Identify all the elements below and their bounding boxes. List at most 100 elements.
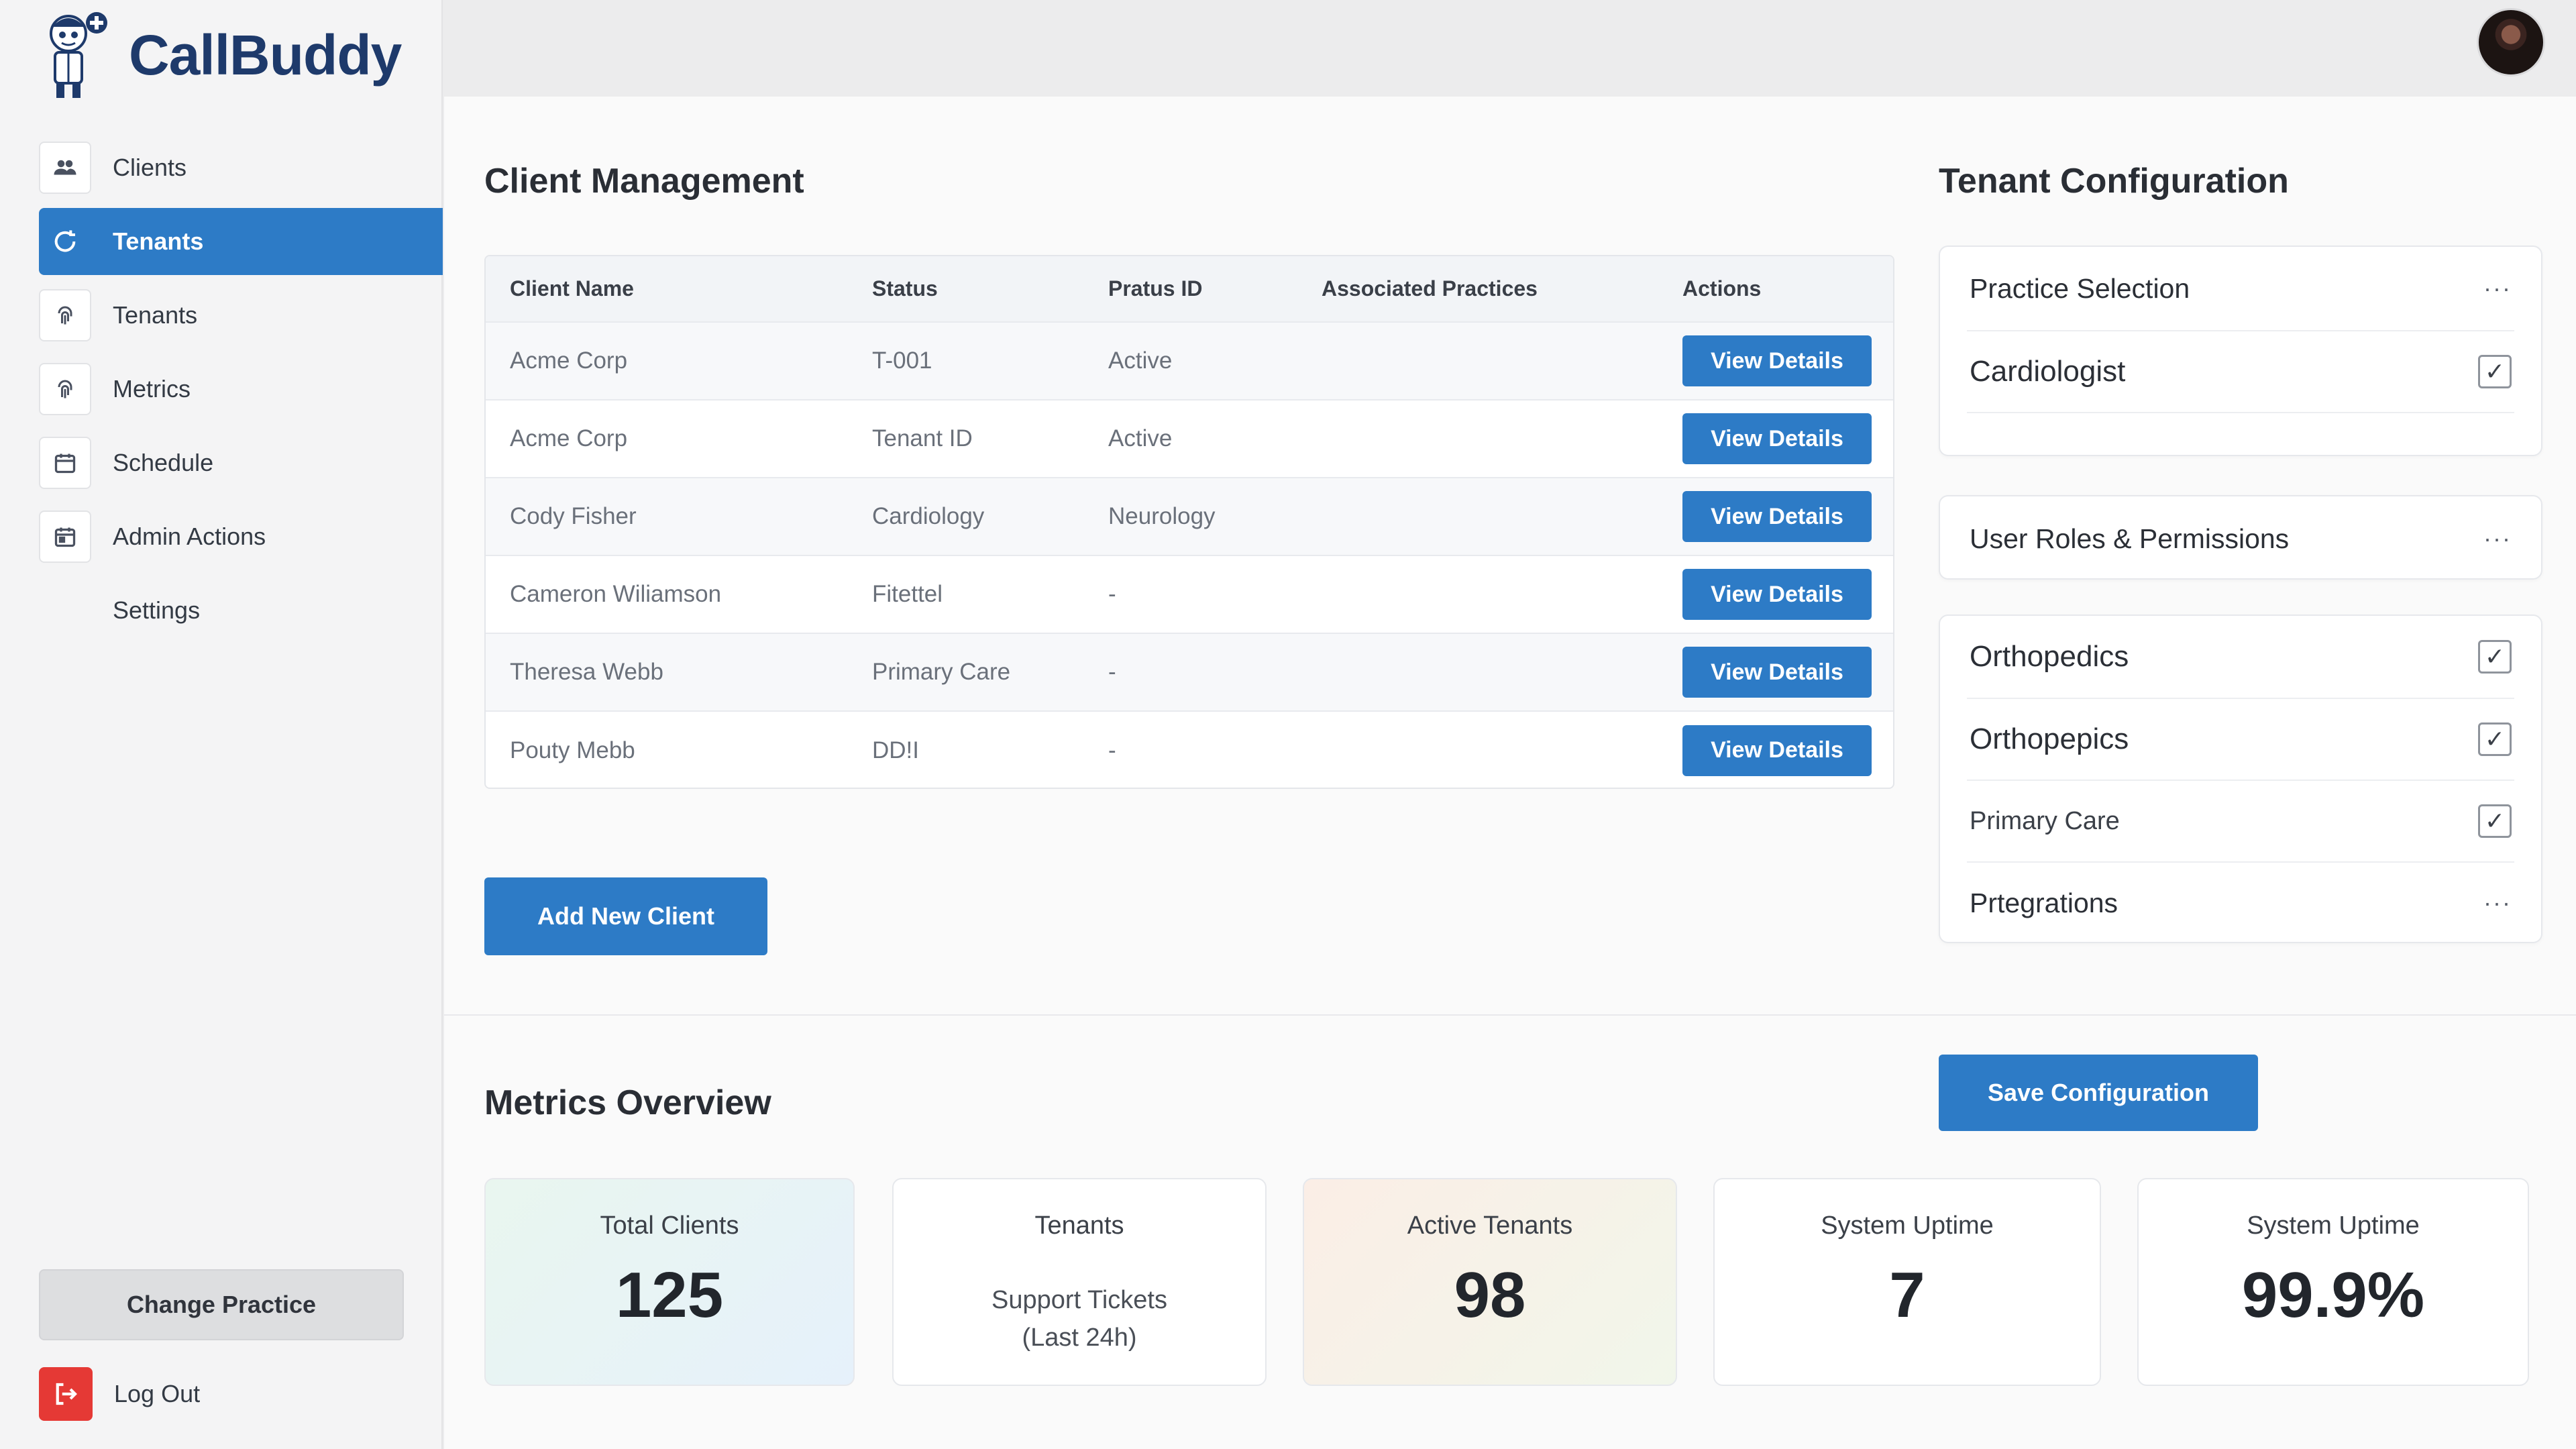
metric-title: System Uptime <box>1821 1212 1994 1240</box>
practice-option-row[interactable]: Orthopedics ✓ <box>1940 616 2541 698</box>
metric-card-total-clients: Total Clients 125 <box>484 1178 855 1386</box>
calendar-icon <box>39 437 91 489</box>
cell-client-name: Cameron Wiliamson <box>510 581 722 607</box>
add-new-client-button[interactable]: Add New Client <box>484 877 767 955</box>
metric-subtitle-line: (Last 24h) <box>1022 1324 1137 1352</box>
cell-pratus-id: - <box>1108 737 1116 763</box>
sidebar-item-admin-actions[interactable]: Admin Actions <box>39 503 443 570</box>
checkbox-checked-icon[interactable]: ✓ <box>2478 640 2512 674</box>
clients-table: Client Name Status Pratus ID Associated … <box>484 255 1894 789</box>
cell-associated-practices <box>1297 322 1658 400</box>
logout-button[interactable]: Log Out <box>39 1366 200 1422</box>
divider <box>1967 412 2514 413</box>
users-icon <box>39 142 91 194</box>
view-details-button[interactable]: View Details <box>1682 724 1872 776</box>
calendar-icon <box>39 511 91 563</box>
sidebar: CallBuddy Clients Tenants Tenants <box>0 0 443 1449</box>
column-header-client-name[interactable]: Client Name <box>510 276 634 301</box>
app-logo[interactable]: CallBuddy <box>40 8 402 102</box>
view-details-button[interactable]: View Details <box>1682 647 1872 698</box>
sidebar-item-label: Metrics <box>113 375 191 402</box>
fingerprint-icon <box>39 289 91 341</box>
client-management-title: Client Management <box>484 162 804 201</box>
practice-option-row[interactable]: Primary Care ✓ <box>1940 781 2541 861</box>
checkbox-checked-icon[interactable]: ✓ <box>2478 355 2512 388</box>
user-roles-header: User Roles & Permissions ··· <box>1940 496 2541 581</box>
user-avatar[interactable] <box>2477 8 2545 76</box>
metric-value: 7 <box>1889 1259 1925 1331</box>
practice-selection-header: Practice Selection ··· <box>1940 247 2541 330</box>
sidebar-item-label: Clients <box>113 154 187 181</box>
cell-status: Fitettel <box>872 581 943 607</box>
column-header-actions: Actions <box>1682 276 1762 301</box>
column-header-status[interactable]: Status <box>872 276 938 301</box>
tenant-configuration-title: Tenant Configuration <box>1939 162 2289 201</box>
practice-option-label: Orthopedics <box>1970 640 2129 673</box>
sidebar-item-schedule[interactable]: Schedule <box>39 429 443 496</box>
practice-option-label: Cardiologist <box>1970 355 2126 388</box>
metric-card-tenants: Tenants Support Tickets (Last 24h) <box>892 1178 1267 1386</box>
cell-status: DD!I <box>872 737 919 763</box>
practices-card: Orthopedics ✓ Orthopepics ✓ Primary Care… <box>1939 614 2542 943</box>
metric-subtitle-line: Support Tickets <box>991 1286 1167 1314</box>
column-header-pratus-id[interactable]: Pratus ID <box>1108 276 1203 301</box>
user-roles-label: User Roles & Permissions <box>1970 523 2290 554</box>
metric-card-active-tenants: Active Tenants 98 <box>1303 1178 1677 1386</box>
cell-status: T-001 <box>872 347 932 374</box>
table-header-row: Client Name Status Pratus ID Associated … <box>486 256 1893 322</box>
table-row: Acme Corp T-001 Active View Details <box>486 322 1893 400</box>
view-details-button[interactable]: View Details <box>1682 569 1872 620</box>
sidebar-item-tenants-2[interactable]: Tenants <box>39 282 443 349</box>
sidebar-item-clients[interactable]: Clients <box>39 134 443 201</box>
sidebar-item-label: Schedule <box>113 449 214 476</box>
cell-client-name: Pouty Mebb <box>510 737 635 763</box>
metric-value: 98 <box>1454 1259 1526 1331</box>
practice-option-label: Primary Care <box>1970 806 2120 835</box>
more-options-icon[interactable]: ··· <box>2483 525 2512 552</box>
cell-client-name: Theresa Webb <box>510 659 663 685</box>
cell-pratus-id: Neurology <box>1108 503 1216 529</box>
more-options-icon[interactable]: ··· <box>2483 274 2512 302</box>
cell-client-name: Acme Corp <box>510 347 628 374</box>
checkbox-checked-icon[interactable]: ✓ <box>2478 722 2512 756</box>
fingerprint-icon <box>39 363 91 415</box>
sidebar-item-label: Settings <box>113 596 201 624</box>
sidebar-item-settings[interactable]: Settings <box>39 577 443 644</box>
metric-subtitle: Support Tickets (Last 24h) <box>894 1281 1265 1356</box>
logout-icon <box>39 1367 93 1421</box>
cell-status: Tenant ID <box>872 425 973 451</box>
view-details-button[interactable]: View Details <box>1682 335 1872 386</box>
view-details-button[interactable]: View Details <box>1682 413 1872 464</box>
metric-title: Active Tenants <box>1407 1212 1573 1240</box>
logout-label: Log Out <box>114 1380 201 1407</box>
sidebar-item-label: Tenants <box>113 301 198 329</box>
divider <box>1967 698 2514 699</box>
cell-pratus-id: - <box>1108 659 1116 685</box>
sidebar-item-metrics[interactable]: Metrics <box>39 356 443 423</box>
integrations-row[interactable]: Prtegrations ··· <box>1940 863 2541 943</box>
practice-selection-label: Practice Selection <box>1970 272 2190 304</box>
save-configuration-button[interactable]: Save Configuration <box>1939 1055 2258 1131</box>
cell-status: Cardiology <box>872 503 985 529</box>
practice-option-row[interactable]: Cardiologist ✓ <box>1940 331 2541 412</box>
cell-associated-practices <box>1297 400 1658 478</box>
user-roles-card[interactable]: User Roles & Permissions ··· <box>1939 495 2542 580</box>
table-row: Cameron Wiliamson Fitettel - View Detail… <box>486 555 1893 633</box>
checkbox-checked-icon[interactable]: ✓ <box>2478 804 2512 838</box>
view-details-button[interactable]: View Details <box>1682 491 1872 542</box>
cell-associated-practices <box>1297 555 1658 633</box>
cell-client-name: Cody Fisher <box>510 503 637 529</box>
change-practice-button[interactable]: Change Practice <box>39 1269 404 1340</box>
divider <box>1967 330 2514 331</box>
metric-card-system-uptime: System Uptime 7 <box>1713 1178 2101 1386</box>
practice-option-row[interactable]: Orthopepics ✓ <box>1940 699 2541 780</box>
cell-associated-practices <box>1297 711 1658 788</box>
sidebar-item-label: Tenants <box>113 227 204 255</box>
column-header-associated-practices[interactable]: Associated Practices <box>1322 276 1538 301</box>
metrics-overview-title: Metrics Overview <box>484 1083 771 1122</box>
cell-pratus-id: - <box>1108 581 1116 607</box>
top-bar <box>444 0 2576 97</box>
more-options-icon[interactable]: ··· <box>2483 889 2512 916</box>
sidebar-item-tenants[interactable]: Tenants <box>39 208 443 275</box>
